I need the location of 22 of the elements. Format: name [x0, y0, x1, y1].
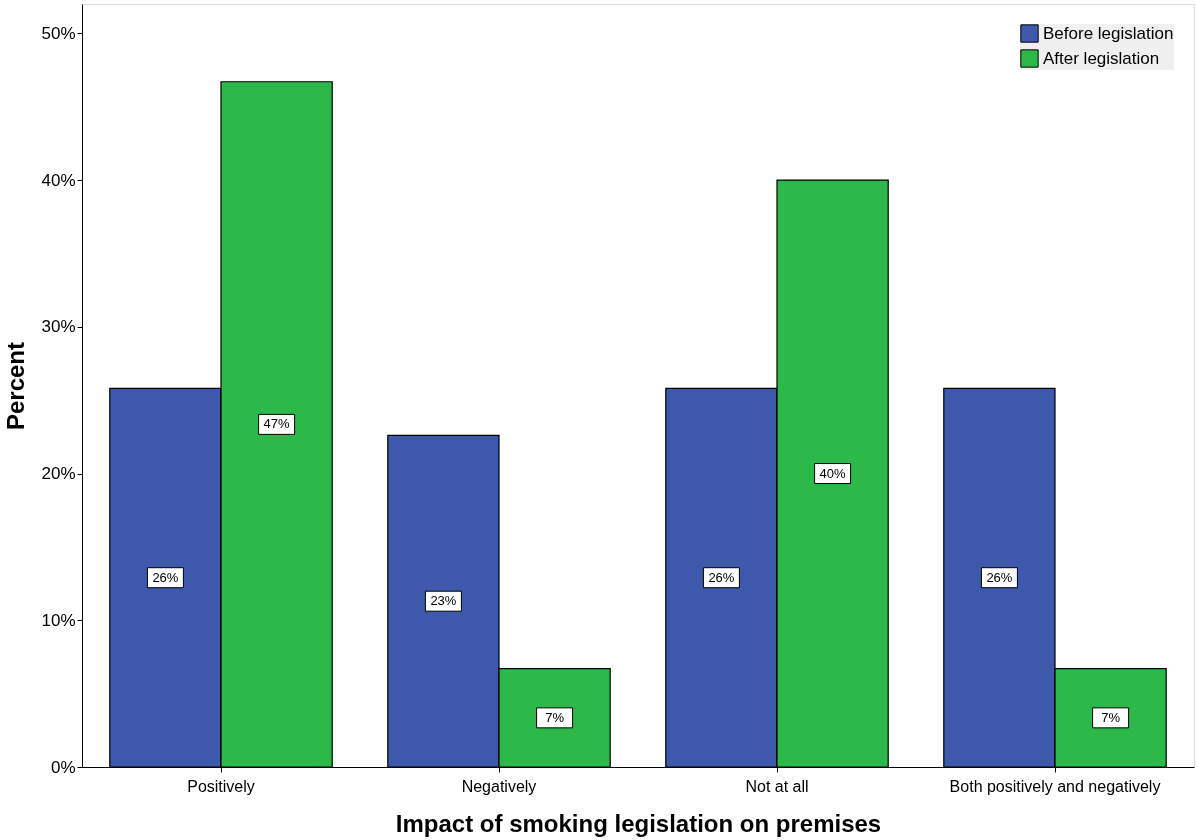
data-label: 40% [819, 465, 847, 481]
x-tick-label: Both positively and negatively [949, 777, 1161, 795]
y-tick-label: 50% [41, 23, 76, 43]
x-axis-title: Impact of smoking legislation on premises [395, 809, 882, 837]
y-axis-title: Percent [2, 341, 30, 431]
data-label: 23% [430, 593, 457, 609]
data-label: 7% [545, 709, 565, 725]
y-tick-label: 10% [41, 610, 76, 630]
data-label: 26% [152, 569, 179, 585]
y-tick-label: 40% [41, 170, 76, 190]
x-tick-label: Positively [187, 777, 255, 795]
legend-label: Before legislation [1043, 23, 1174, 43]
data-label: 7% [1101, 709, 1121, 725]
y-tick-label: 20% [41, 464, 76, 484]
legend-label: After legislation [1043, 48, 1160, 68]
data-label: 26% [708, 569, 735, 585]
data-label: 26% [986, 569, 1013, 585]
x-tick-label: Not at all [745, 777, 809, 795]
x-tick-label: Negatively [461, 777, 537, 795]
y-tick-label: 30% [41, 317, 76, 337]
y-tick-label: 0% [50, 757, 76, 777]
data-label: 47% [263, 416, 291, 432]
